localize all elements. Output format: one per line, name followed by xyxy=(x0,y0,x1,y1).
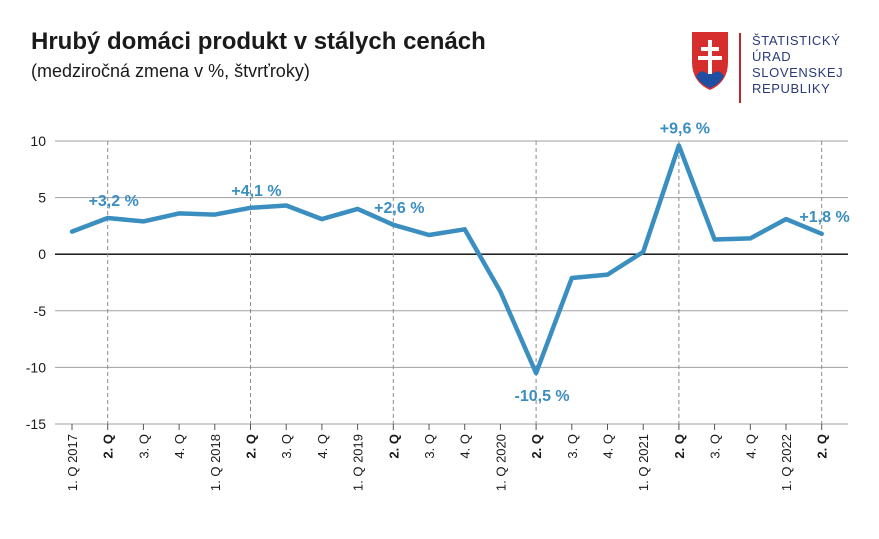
x-tick-label: 4. Q xyxy=(743,434,758,459)
series-line xyxy=(69,143,824,376)
data-label: +3,2 % xyxy=(89,193,139,210)
logo-line: ÚRAD xyxy=(752,49,792,64)
reference-lines xyxy=(107,141,823,424)
x-tick-label: 4. Q xyxy=(601,434,616,459)
y-axis: 10 5 0 -5 -10 -15 xyxy=(26,133,46,432)
x-tick-label: 2. Q xyxy=(386,434,401,459)
x-tick-label: 1. Q 2019 xyxy=(351,434,366,491)
data-labels: +3,2 % +4,1 % +2,6 % -10,5 % +9,6 % +1,8 % xyxy=(89,121,850,406)
x-tick-label: 1. Q 2018 xyxy=(208,434,223,491)
data-label: +9,6 % xyxy=(660,121,710,138)
y-tick-label: -15 xyxy=(26,416,46,432)
logo-text: ŠTATISTICKÝ ÚRAD SLOVENSKEJ REPUBLIKY xyxy=(752,33,843,97)
x-tick-label: 2. Q xyxy=(672,434,687,459)
y-tick-label: -5 xyxy=(34,303,47,319)
x-tick-label: 4. Q xyxy=(172,434,187,459)
x-tick-label: 3. Q xyxy=(708,434,723,459)
chart-title: Hrubý domáci produkt v stálych cenách xyxy=(31,28,486,55)
x-tick-label: 1. Q 2020 xyxy=(493,434,508,491)
logo-line: ŠTATISTICKÝ xyxy=(752,33,841,48)
x-tick-label: 4. Q xyxy=(458,434,473,459)
y-tick-label: 0 xyxy=(38,246,46,262)
x-tick-label: 3. Q xyxy=(279,434,294,459)
data-label: +1,8 % xyxy=(799,209,849,226)
x-axis: 1. Q 2017 2. Q 3. Q 4. Q 1. Q 2018 2. Q 3. Q 4.… xyxy=(65,424,830,491)
grid xyxy=(55,140,848,425)
y-tick-label: 5 xyxy=(38,190,46,206)
x-tick-label: 3. Q xyxy=(136,434,151,459)
chart-subtitle: (medziročná zmena v %, štvrťroky) xyxy=(31,61,310,81)
x-tick-label: 2. Q xyxy=(815,434,830,459)
x-tick-label: 2. Q xyxy=(529,434,544,459)
x-tick-label: 2. Q xyxy=(101,434,116,459)
series xyxy=(69,143,824,376)
y-tick-label: 10 xyxy=(30,133,46,149)
x-tick-label: 1. Q 2022 xyxy=(779,434,794,491)
x-tick-label: 1. Q 2017 xyxy=(65,434,80,491)
logo-divider xyxy=(739,33,741,103)
y-tick-label: -10 xyxy=(26,359,46,375)
logo-line: REPUBLIKY xyxy=(752,81,831,96)
data-label: +4,1 % xyxy=(231,183,281,200)
x-tick-label: 3. Q xyxy=(565,434,580,459)
x-tick-label: 2. Q xyxy=(244,434,259,459)
x-tick-label: 3. Q xyxy=(422,434,437,459)
slovak-coat-of-arms-icon xyxy=(692,32,728,90)
data-label: +2,6 % xyxy=(374,200,424,217)
logo-line: SLOVENSKEJ xyxy=(752,65,844,80)
x-tick-label: 4. Q xyxy=(315,434,330,459)
data-label: -10,5 % xyxy=(515,388,570,405)
x-tick-label: 1. Q 2021 xyxy=(636,434,651,491)
